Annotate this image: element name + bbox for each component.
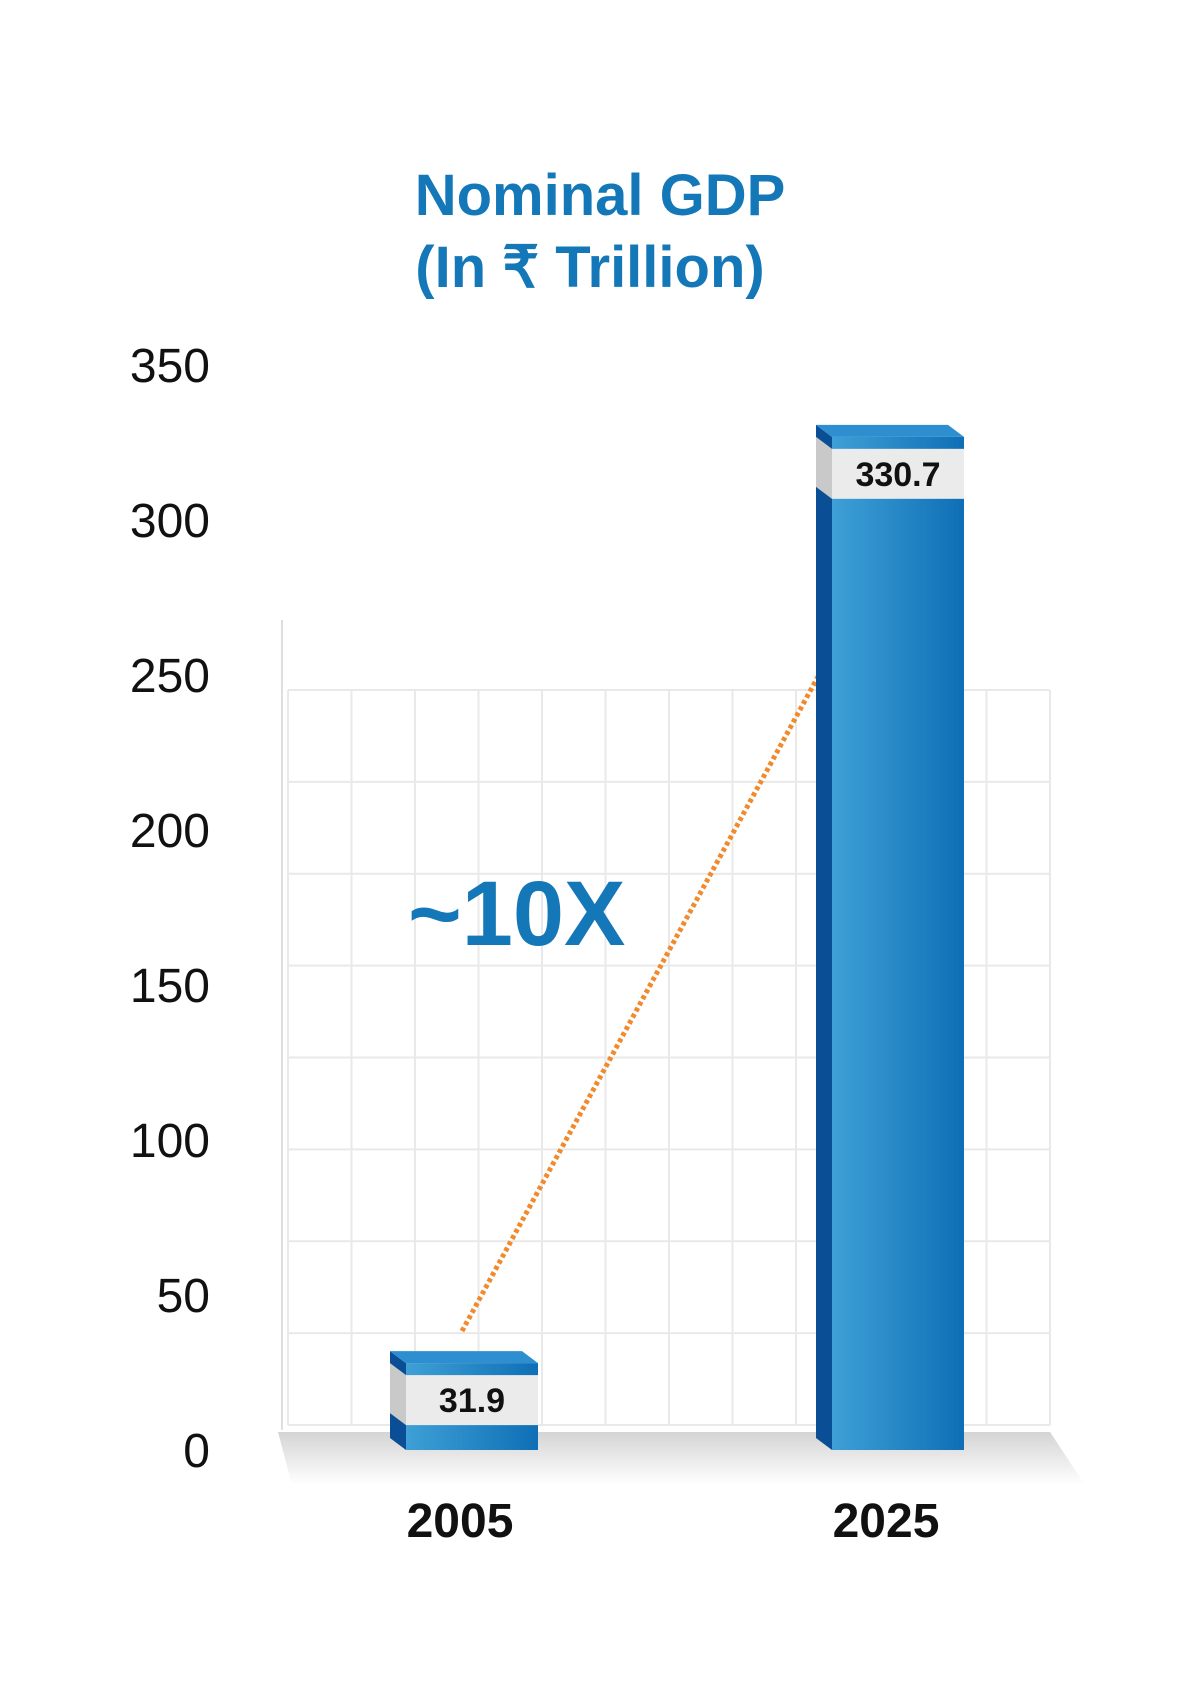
y-tick-label: 350 — [130, 340, 210, 393]
y-tick-label: 300 — [130, 495, 210, 548]
chart-subtitle: (In ₹ Trillion) — [415, 235, 764, 300]
bar-value-label: 330.7 — [855, 456, 940, 494]
y-tick-label: 250 — [130, 650, 210, 703]
bar-top-face — [816, 424, 964, 437]
x-tick-label: 2025 — [833, 1495, 940, 1548]
growth-annotation: ~10X — [408, 863, 625, 965]
bar-side-face — [816, 424, 832, 1451]
bar-2025: 330.7 — [816, 424, 964, 1451]
y-tick-label: 200 — [130, 805, 210, 858]
bar-top-face — [390, 1351, 538, 1364]
bar-label-band-side — [816, 436, 832, 499]
y-tick-label: 50 — [157, 1270, 210, 1323]
y-tick-label: 150 — [130, 960, 210, 1013]
y-tick-label: 0 — [183, 1425, 210, 1478]
y-axis-ticks: 0 50 100 150 200 250 300 350 — [130, 340, 210, 1478]
bar-label-band-side — [390, 1363, 406, 1426]
x-axis-ticks: 2005 2025 — [407, 1495, 940, 1548]
growth-trend-line — [459, 513, 909, 1333]
gridlines — [281, 620, 1051, 1430]
x-tick-label: 2005 — [407, 1495, 514, 1548]
bars: 31.9 330.7 — [390, 424, 964, 1451]
y-tick-label: 100 — [130, 1115, 210, 1168]
bar-value-label: 31.9 — [439, 1382, 505, 1420]
bar-label-band — [406, 1375, 538, 1426]
bar-front-face — [832, 436, 964, 1451]
chart-title: Nominal GDP — [415, 163, 786, 228]
bar-label-band — [832, 448, 964, 499]
trend-line-layer — [459, 513, 909, 1333]
bar-2005: 31.9 — [390, 1351, 538, 1450]
